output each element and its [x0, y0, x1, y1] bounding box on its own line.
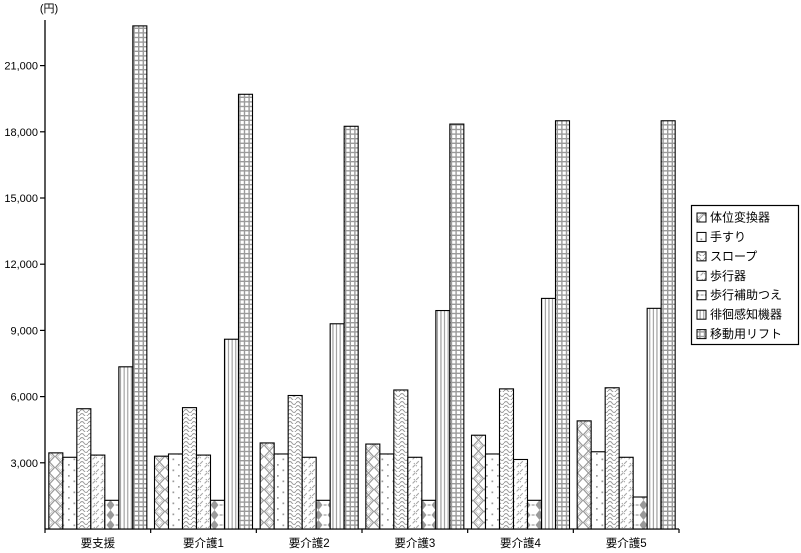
bar-6	[646, 307, 662, 530]
bar-3	[604, 387, 620, 530]
bar-4	[512, 458, 529, 530]
bar-7	[660, 120, 676, 530]
bar-6	[329, 323, 345, 530]
y-axis-tick-label: 3,000	[10, 458, 38, 470]
legend-swatch-dots	[696, 231, 707, 242]
legend-label: 体位変換器	[710, 210, 770, 225]
bar-4	[90, 454, 106, 530]
bar-7	[554, 120, 571, 530]
bar-6	[540, 297, 557, 530]
y-axis-tick-label: 6,000	[10, 392, 38, 404]
bar-4	[195, 454, 212, 530]
bar-2	[484, 453, 501, 530]
bar-6	[223, 338, 240, 530]
y-axis-unit-label: (円)	[40, 3, 58, 15]
legend-label: 手すり	[710, 230, 746, 244]
bar-1	[365, 443, 381, 530]
bar-1	[576, 420, 592, 530]
x-axis-category-label: 要支援	[81, 536, 116, 550]
legend-swatch-chainlink	[696, 212, 707, 223]
x-axis-category-label: 要介護1	[183, 536, 224, 550]
x-axis-category-label: 要介護5	[606, 536, 647, 550]
bar-7	[132, 25, 148, 530]
bar-4	[301, 456, 317, 530]
bar-4	[618, 456, 634, 530]
bar-1	[153, 455, 170, 530]
bar-7	[237, 93, 254, 530]
bar-4	[407, 456, 423, 530]
bar-2	[62, 456, 78, 530]
bar-3	[181, 407, 198, 530]
legend-swatch-diamonds	[696, 290, 707, 301]
bar-3	[393, 389, 409, 530]
bar-2	[379, 453, 395, 530]
bar-3	[76, 408, 92, 530]
x-axis-category-label: 要介護4	[500, 536, 541, 550]
bar-2	[590, 451, 606, 530]
y-axis-tick-label: 9,000	[10, 325, 38, 337]
bar-6	[118, 366, 134, 530]
legend-label: 歩行補助つえ	[710, 287, 782, 302]
legend-box	[690, 204, 800, 346]
x-axis-category-label: 要介護2	[289, 536, 330, 550]
bar-5	[209, 499, 226, 530]
bar-5	[421, 499, 437, 530]
bar-2	[167, 453, 184, 530]
bar-6	[435, 309, 451, 530]
legend-label: 歩行器	[710, 268, 746, 283]
bar-5	[104, 499, 120, 530]
bar-7	[449, 123, 465, 530]
bar-5	[315, 499, 331, 530]
bar-3	[287, 394, 303, 530]
bar-5	[632, 496, 648, 530]
legend-label: 移動用リフト	[710, 327, 782, 341]
bar-2	[273, 453, 289, 530]
legend-label: スロープ	[710, 249, 757, 263]
bar-1	[48, 452, 64, 530]
legend-swatch-scales	[696, 251, 707, 262]
legend-label: 徘徊感知機器	[710, 307, 782, 322]
legend-swatch-grid	[696, 329, 707, 340]
y-axis-tick-label: 18,000	[4, 127, 38, 139]
x-axis-category-label: 要介護3	[394, 536, 435, 550]
y-axis-tick-label: 15,000	[4, 193, 38, 205]
bar-3	[498, 388, 515, 530]
bar-1	[259, 442, 275, 530]
legend-swatch-diagonal	[696, 270, 707, 281]
bar-5	[526, 499, 543, 530]
bar-7	[343, 125, 359, 530]
y-axis-tick-label: 21,000	[4, 61, 38, 73]
legend-swatch-vlines	[696, 309, 707, 320]
bar-1	[470, 434, 487, 530]
y-axis-tick-label: 12,000	[4, 259, 38, 271]
